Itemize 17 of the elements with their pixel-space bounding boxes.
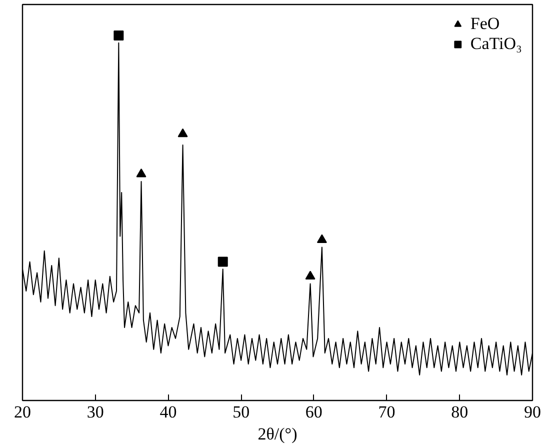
point (316, 234, 327, 244)
x-tick-label: 90 (524, 402, 541, 422)
x-tick-label: 30 (86, 402, 104, 422)
x-axis-title: 2θ/(°) (258, 424, 298, 444)
x-tick-label: 70 (378, 402, 396, 422)
point (178, 128, 188, 138)
x-tick-label: 40 (160, 402, 177, 422)
x-tick-label: 20 (14, 402, 31, 422)
x-tick-label: 80 (451, 402, 468, 422)
point (136, 168, 146, 178)
point (114, 30, 124, 41)
legend-label: CaTiO₃ (470, 34, 522, 54)
x-tick-label: 60 (305, 402, 322, 422)
point (305, 270, 316, 280)
legend-label: FeO (470, 14, 500, 34)
x-tick-label: 50 (232, 402, 250, 422)
point (218, 256, 228, 267)
